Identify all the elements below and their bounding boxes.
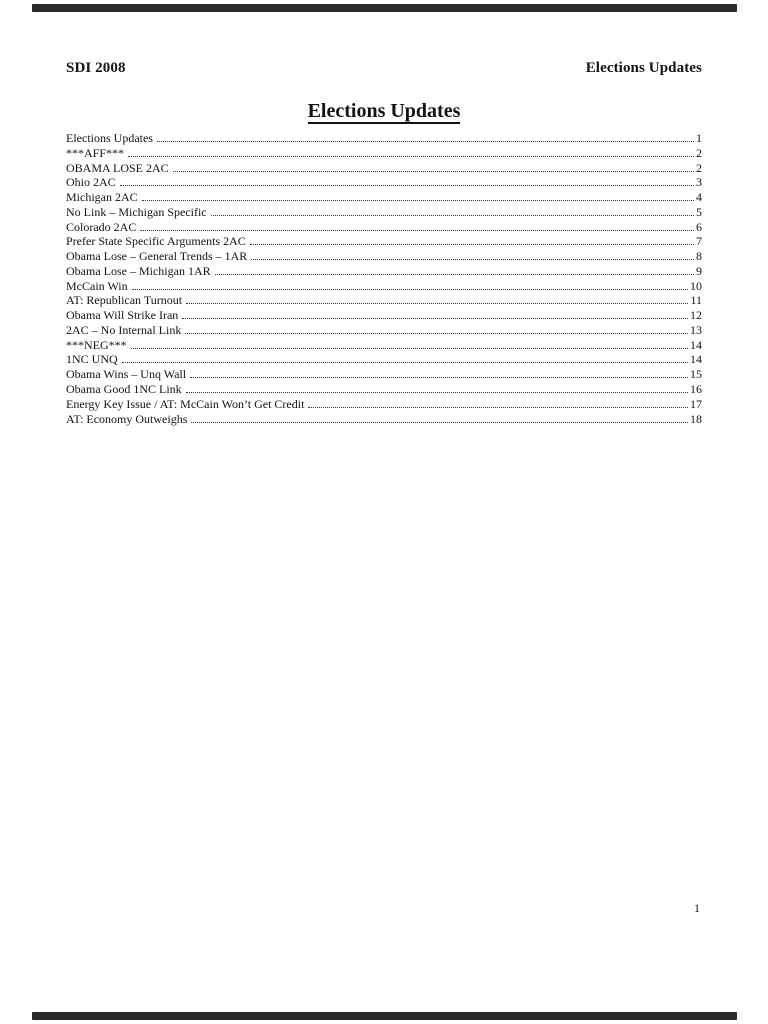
toc-dot-leader	[119, 185, 694, 187]
toc-entry-page: 12	[690, 308, 702, 323]
toc-entry[interactable]: Prefer State Specific Arguments 2AC 7	[66, 234, 702, 249]
toc-entry[interactable]: Colorado 2AC 6	[66, 220, 702, 235]
toc-dot-leader	[214, 273, 694, 275]
toc-entry[interactable]: Obama Wins – Unq Wall 15	[66, 367, 702, 382]
toc-entry[interactable]: Obama Lose – Michigan 1AR 9	[66, 264, 702, 279]
header-right-text: Elections Updates	[585, 60, 702, 76]
toc-entry[interactable]: Obama Lose – General Trends – 1AR 8	[66, 249, 702, 264]
toc-entry-label: Colorado 2AC	[66, 219, 137, 234]
top-page-edge-bar	[32, 4, 737, 12]
toc-dot-leader	[185, 392, 688, 394]
toc-entry[interactable]: No Link – Michigan Specific 5	[66, 205, 702, 220]
toc-entry-page: 6	[696, 219, 702, 234]
toc-entry-page: 17	[690, 396, 702, 411]
toc-entry-label: Obama Lose – Michigan 1AR	[66, 263, 211, 278]
toc-entry-page: 18	[690, 411, 702, 426]
toc-entry-label: McCain Win	[66, 278, 128, 293]
toc-entry[interactable]: Ohio 2AC 3	[66, 175, 702, 190]
toc-entry[interactable]: Energy Key Issue / AT: McCain Won’t Get …	[66, 397, 702, 412]
toc-entry-page: 11	[690, 293, 702, 308]
toc-dot-leader	[172, 170, 694, 172]
toc-entry-label: Ohio 2AC	[66, 175, 116, 190]
footer-page-number: 1	[694, 901, 700, 915]
toc-entry-label: AT: Economy Outweighs	[66, 411, 188, 426]
toc-entry-page: 1	[696, 131, 702, 145]
toc-entry-label: ***AFF***	[66, 145, 125, 160]
toc-entry-label: Obama Lose – General Trends – 1AR	[66, 249, 248, 264]
toc-dot-leader	[190, 377, 688, 379]
toc-entry-page: 2	[696, 160, 702, 175]
toc-dot-leader	[308, 406, 688, 408]
page-title: Elections Updates	[66, 100, 702, 124]
toc-entry[interactable]: OBAMA LOSE 2AC 2	[66, 161, 702, 176]
toc-entry-label: Obama Wins – Unq Wall	[66, 367, 187, 382]
toc-entry-label: 2AC – No Internal Link	[66, 322, 182, 337]
toc-dot-leader	[249, 244, 694, 246]
toc-dot-leader	[128, 155, 694, 157]
toc-dot-leader	[121, 362, 688, 364]
toc-entry-page: 14	[690, 352, 702, 367]
toc-dot-leader	[186, 303, 689, 305]
toc-entry[interactable]: Obama Will Strike Iran 12	[66, 308, 702, 323]
toc-entry-page: 9	[696, 263, 702, 278]
toc-dot-leader	[130, 347, 688, 349]
toc-dot-leader	[182, 318, 688, 320]
toc-entry-page: 2	[696, 145, 702, 160]
toc-dot-leader	[210, 214, 694, 216]
toc-entry-page: 13	[690, 322, 702, 337]
toc-entry-page: 5	[696, 204, 702, 219]
toc-entry-page: 7	[696, 234, 702, 249]
document-header: SDI 2008 Elections Updates	[66, 60, 702, 77]
toc-entry[interactable]: Michigan 2AC 4	[66, 190, 702, 205]
toc-entry-label: Elections Updates	[66, 131, 153, 145]
toc-entry-label: Energy Key Issue / AT: McCain Won’t Get …	[66, 396, 305, 411]
toc-entry-page: 16	[690, 382, 702, 397]
toc-dot-leader	[191, 421, 688, 423]
toc-entry-page: 10	[690, 278, 702, 293]
toc-entry-page: 4	[696, 190, 702, 205]
header-left-text: SDI 2008	[66, 60, 126, 76]
toc-entry[interactable]: AT: Economy Outweighs 18	[66, 412, 702, 427]
page-title-text: Elections Updates	[307, 100, 461, 124]
toc-dot-leader	[251, 259, 694, 261]
toc-entry-label: OBAMA LOSE 2AC	[66, 160, 169, 175]
toc-entry[interactable]: 1NC UNQ 14	[66, 352, 702, 367]
toc-entry[interactable]: Obama Good 1NC Link 16	[66, 382, 702, 397]
toc-dot-leader	[185, 332, 688, 334]
toc-entry-label: ***NEG***	[66, 337, 127, 352]
toc-entry-label: Obama Will Strike Iran	[66, 308, 179, 323]
toc-entry-label: No Link – Michigan Specific	[66, 204, 207, 219]
toc-entry-label: 1NC UNQ	[66, 352, 118, 367]
toc-entry[interactable]: AT: Republican Turnout 11	[66, 293, 702, 308]
toc-entry[interactable]: Elections Updates 1	[66, 131, 702, 146]
toc-entry-label: Prefer State Specific Arguments 2AC	[66, 234, 246, 249]
toc-dot-leader	[131, 288, 688, 290]
toc-entry-page: 3	[696, 175, 702, 190]
toc-entry[interactable]: McCain Win 10	[66, 279, 702, 294]
toc-entry[interactable]: ***NEG*** 14	[66, 338, 702, 353]
toc-entry-label: AT: Republican Turnout	[66, 293, 183, 308]
table-of-contents: Elections Updates 1 ***AFF*** 2 OBAMA LO…	[66, 131, 702, 426]
toc-entry-page: 14	[690, 337, 702, 352]
toc-entry-page: 8	[696, 249, 702, 264]
toc-entry-label: Obama Good 1NC Link	[66, 382, 182, 397]
toc-entry[interactable]: 2AC – No Internal Link 13	[66, 323, 702, 338]
toc-entry-label: Michigan 2AC	[66, 190, 138, 205]
toc-dot-leader	[140, 229, 694, 231]
bottom-page-edge-bar	[32, 1012, 737, 1020]
toc-entry[interactable]: ***AFF*** 2	[66, 146, 702, 161]
toc-dot-leader	[141, 200, 694, 202]
toc-entry-page: 15	[690, 367, 702, 382]
toc-dot-leader	[156, 141, 694, 142]
